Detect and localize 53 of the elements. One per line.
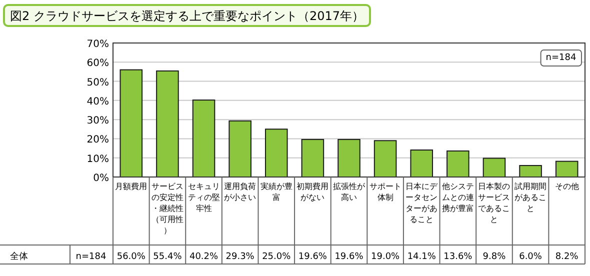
x-tick-label: 初期費用がない bbox=[296, 182, 329, 202]
data-label: 19.6% bbox=[334, 252, 364, 262]
y-tick-label: 20% bbox=[86, 134, 109, 146]
x-tick-label: サポート体制 bbox=[369, 182, 402, 202]
y-tick-label: 0% bbox=[93, 173, 109, 184]
bar bbox=[555, 160, 578, 178]
x-tick-label: 日本製のサービスであること bbox=[478, 182, 510, 224]
y-tick-label: 70% bbox=[86, 39, 109, 50]
data-label: 56.0% bbox=[116, 252, 146, 262]
y-tick-label: 30% bbox=[86, 116, 109, 127]
annotation: n=184 bbox=[546, 53, 576, 63]
y-tick-label: 60% bbox=[86, 58, 109, 70]
bar bbox=[264, 128, 288, 178]
data-label: 14.1% bbox=[407, 252, 436, 262]
x-tick-label: 他システムとの連携が豊富 bbox=[442, 182, 474, 213]
bar bbox=[482, 158, 506, 178]
bar bbox=[338, 138, 360, 178]
y-tick-label: 40% bbox=[86, 96, 109, 108]
x-tick-label: 日本にデータセンターがあること bbox=[406, 182, 439, 224]
data-label: 9.8% bbox=[482, 252, 506, 262]
data-label: 8.2% bbox=[555, 252, 579, 262]
x-tick-label: 拡張性が高い bbox=[333, 182, 366, 202]
x-tick-label: セキュリティの堅牢性 bbox=[188, 182, 220, 213]
data-label: 19.0% bbox=[371, 252, 400, 262]
bar bbox=[374, 140, 397, 178]
chart-title: 図2 クラウドサービスを選定する上で重要なポイント（2017年） bbox=[10, 9, 364, 23]
bar bbox=[446, 150, 470, 178]
note: n=184 bbox=[540, 50, 582, 66]
data-label: 29.3% bbox=[226, 252, 255, 262]
text: n=184 bbox=[76, 252, 106, 262]
data-label: 55.4% bbox=[153, 252, 182, 262]
bar bbox=[120, 69, 143, 178]
data-label: 6.0% bbox=[519, 252, 542, 262]
x-tick-label: 運用負荷が小さい bbox=[224, 182, 256, 202]
x-tick-label: サービスの安定性・継続性（可用性） bbox=[151, 182, 184, 235]
bar bbox=[519, 165, 542, 178]
x-tick-label: その他 bbox=[554, 182, 579, 191]
bar bbox=[301, 138, 324, 178]
data-label: 25.0% bbox=[262, 252, 292, 262]
bar bbox=[156, 70, 179, 178]
x-tick-label: 実績が豊富 bbox=[260, 182, 292, 202]
y-tick-label: 10% bbox=[86, 154, 109, 165]
bar bbox=[228, 120, 252, 178]
data-label: 13.6% bbox=[444, 252, 473, 262]
data-label: 40.2% bbox=[189, 252, 219, 262]
bar bbox=[192, 100, 216, 178]
title: 図2 クラウドサービスを選定する上で重要なポイント（2017年） bbox=[3, 4, 371, 27]
x-tick-label: 試用期間があること bbox=[514, 182, 547, 213]
x-tick-label: 月額費用 bbox=[115, 182, 148, 191]
bar bbox=[410, 150, 434, 178]
text: 全体 bbox=[10, 251, 28, 262]
data-label: 19.6% bbox=[298, 252, 328, 262]
y-tick-label: 50% bbox=[86, 77, 109, 88]
